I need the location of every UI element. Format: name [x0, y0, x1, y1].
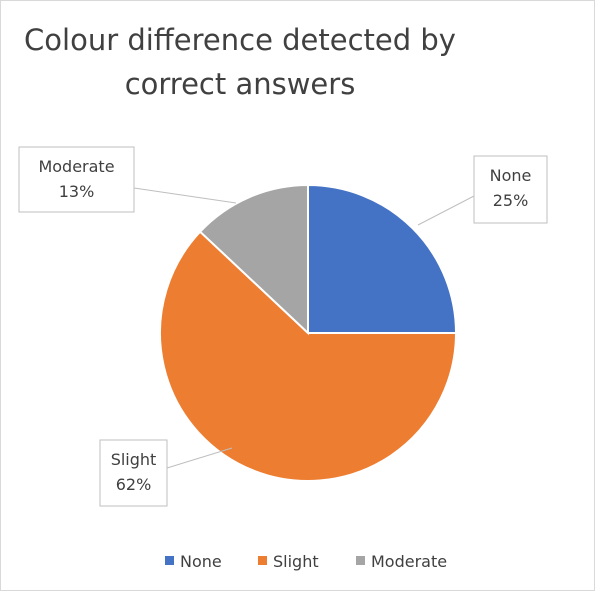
leader-line — [166, 447, 233, 469]
data-label-value: 62% — [116, 475, 152, 494]
legend-swatch — [356, 556, 365, 565]
leader-line — [417, 195, 475, 226]
legend-swatch — [258, 556, 267, 565]
data-label-category: None — [490, 166, 532, 185]
data-label-value: 25% — [493, 191, 529, 210]
data-label-box — [18, 146, 135, 213]
chart-title: Colour difference detected by correct an… — [24, 23, 456, 101]
pie-slice — [198, 183, 309, 336]
leader-line — [133, 187, 237, 204]
data-label-box — [99, 439, 168, 507]
data-label-box — [473, 155, 548, 224]
pie-slice — [307, 183, 458, 334]
legend-label: None — [180, 552, 222, 571]
data-label-category: Slight — [111, 450, 157, 469]
legend-swatch — [165, 556, 174, 565]
legend-label: Slight — [273, 552, 319, 571]
legend-label: Moderate — [371, 552, 447, 571]
data-label-category: Moderate — [38, 157, 114, 176]
pie-slice — [159, 230, 458, 482]
data-label-value: 13% — [59, 182, 95, 201]
